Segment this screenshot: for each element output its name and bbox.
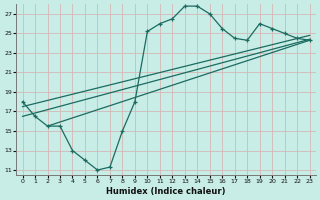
X-axis label: Humidex (Indice chaleur): Humidex (Indice chaleur) bbox=[106, 187, 226, 196]
